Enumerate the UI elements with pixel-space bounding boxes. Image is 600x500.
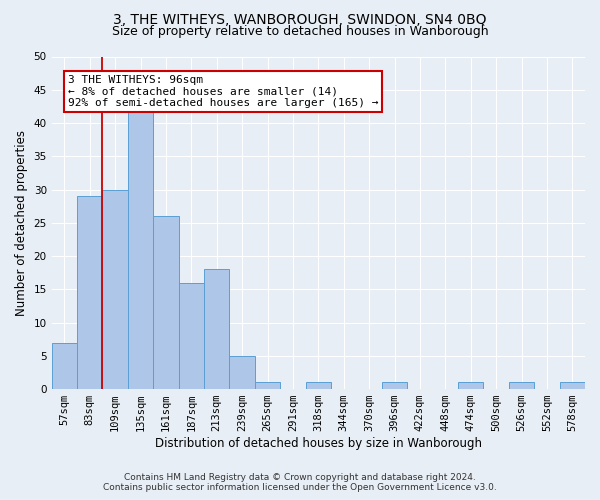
Text: 3 THE WITHEYS: 96sqm
← 8% of detached houses are smaller (14)
92% of semi-detach: 3 THE WITHEYS: 96sqm ← 8% of detached ho… xyxy=(68,75,378,108)
Bar xyxy=(229,356,255,389)
Bar xyxy=(77,196,103,389)
Bar xyxy=(382,382,407,389)
Bar xyxy=(52,342,77,389)
Bar xyxy=(153,216,179,389)
Text: Contains HM Land Registry data © Crown copyright and database right 2024.
Contai: Contains HM Land Registry data © Crown c… xyxy=(103,473,497,492)
Bar xyxy=(305,382,331,389)
Y-axis label: Number of detached properties: Number of detached properties xyxy=(15,130,28,316)
Bar xyxy=(509,382,534,389)
Bar xyxy=(255,382,280,389)
Bar xyxy=(204,270,229,389)
Bar xyxy=(458,382,484,389)
Bar xyxy=(128,110,153,389)
Text: 3, THE WITHEYS, WANBOROUGH, SWINDON, SN4 0BQ: 3, THE WITHEYS, WANBOROUGH, SWINDON, SN4… xyxy=(113,12,487,26)
Bar xyxy=(560,382,585,389)
X-axis label: Distribution of detached houses by size in Wanborough: Distribution of detached houses by size … xyxy=(155,437,482,450)
Bar xyxy=(103,190,128,389)
Bar xyxy=(179,282,204,389)
Text: Size of property relative to detached houses in Wanborough: Size of property relative to detached ho… xyxy=(112,25,488,38)
